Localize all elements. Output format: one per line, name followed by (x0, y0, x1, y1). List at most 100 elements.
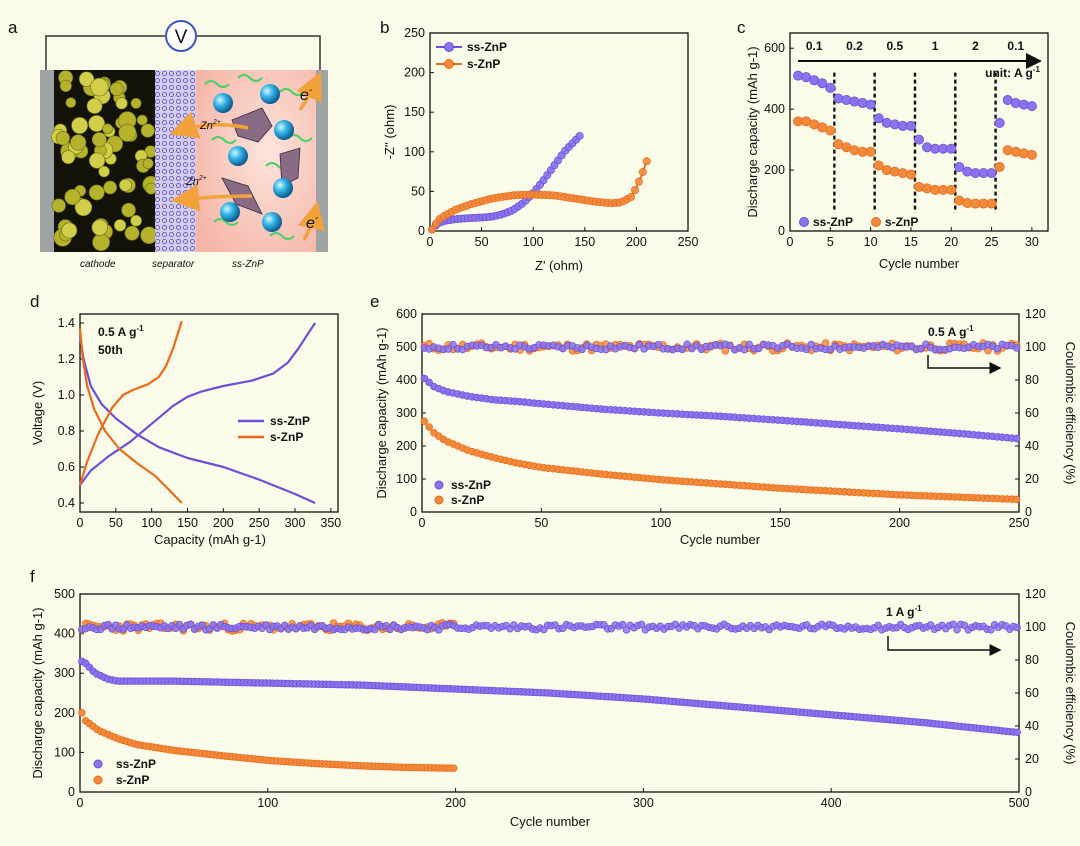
cathode-particle-51 (78, 71, 95, 87)
cathode-particle-35 (64, 188, 81, 206)
y-tick-label-4: 1.2 (58, 352, 75, 366)
rate-label-2: 0.5 (886, 39, 903, 53)
y2-tick-label-6: 120 (1025, 587, 1046, 601)
x-tick-label-3: 300 (633, 796, 654, 810)
y-tick-label-1: 0.6 (58, 460, 75, 474)
curve-ss-znp-charge-d (79, 322, 316, 486)
x-tick-label-5: 250 (249, 516, 270, 530)
external-circuit-wire (45, 35, 321, 72)
data-point-s-znp-c (1010, 146, 1021, 157)
legend-label-s-znp-e: s-ZnP (451, 493, 484, 507)
efficiency-point-ss-znp-e (683, 340, 691, 349)
cathode-particle-54 (61, 222, 78, 239)
legend-label-s-znp-c: s-ZnP (885, 215, 918, 229)
y-tick-label-4: 200 (404, 66, 425, 80)
x-tick-label-1: 100 (257, 796, 278, 810)
y-tick-label-5: 500 (54, 587, 75, 601)
cathode-particle-42 (71, 117, 89, 134)
capacity-point-ss-znp-f (1013, 728, 1021, 737)
y-tick-label-6: 600 (396, 307, 417, 321)
data-point-ss-znp-c (962, 166, 973, 177)
data-point-s-znp-c (946, 184, 957, 195)
y2-tick-label-0: 0 (1025, 505, 1032, 519)
electrolyte-caption: ss-ZnP (232, 259, 264, 270)
data-point-ss-znp-b (575, 131, 584, 140)
legend-marker-s-znp-e (434, 495, 444, 505)
y-axis-label-d: Voltage (V) (30, 381, 45, 445)
data-point-ss-znp-c (849, 96, 860, 107)
data-point-s-znp-c (897, 168, 908, 179)
x-tick-label-0: 0 (419, 516, 426, 530)
x-tick-label-5: 250 (1009, 516, 1030, 530)
x-tick-label-4: 20 (944, 235, 958, 249)
x-tick-label-7: 350 (320, 516, 341, 530)
y-axis-label-f: Discharge capacity (mAh g-1) (30, 607, 45, 778)
zn-ion-label-top: Zn2+ (199, 119, 221, 132)
legend-label-ss-znp-f: ss-ZnP (116, 757, 156, 771)
legend-label-ss-znp-c: ss-ZnP (813, 215, 853, 229)
legend-label-s-znp-f: s-ZnP (116, 773, 149, 787)
rate-labels-c: 0.1 0.2 0.5 1 2 0.1 (806, 39, 1025, 53)
legend-marker-ss-znp-f (93, 759, 103, 769)
annotation-cycle-d: 50th (98, 343, 123, 357)
efficiency-point-ss-znp-e (449, 340, 457, 349)
data-point-s-znp-b (627, 193, 636, 202)
data-point-s-znp-c (986, 198, 997, 209)
y-tick-label-0: 0 (778, 224, 785, 238)
x-tick-label-2: 200 (445, 796, 466, 810)
capacity-point-ss-znp-e (425, 378, 433, 387)
x-tick-label-2: 100 (523, 235, 544, 249)
axis-ticks-c: 0 5 10 15 20 25 30 0 200 400 600 (764, 41, 1039, 249)
axis-ticks-e: 0 50 100 150 200 2500100200300400500600020406… (396, 307, 1046, 530)
cathode-caption: cathode (80, 259, 116, 270)
y2-tick-label-1: 20 (1025, 472, 1039, 486)
data-marks-e (420, 339, 1021, 504)
cathode-particle-0 (98, 165, 110, 178)
panel-c-rate-performance: c 0 5 10 15 20 25 30 0 200 400 600 0.1 0.2 0.5 1 2 0.1 … (737, 18, 1049, 271)
voltmeter-label: V (175, 27, 188, 48)
x-tick-label-0: 0 (77, 796, 84, 810)
legend-marker-ss-znp-e (434, 480, 444, 490)
curve-s-znp-charge-d (78, 320, 183, 486)
data-point-s-znp-c (914, 181, 925, 192)
efficiency-point-ss-znp-e (444, 345, 453, 353)
y2-axis-label-f: Coulombic efficiency (%) (1063, 622, 1078, 765)
rate-label-4: 2 (972, 39, 979, 53)
y-tick-label-3: 300 (396, 406, 417, 420)
cathode-particle-56 (92, 233, 110, 252)
axis-ticks-b: 0 50 100 150 200 250 0 50 100 150 200 250 (404, 26, 698, 249)
axis-ticks-f: 0 100 200 300 400 500010020030040050002040608… (54, 587, 1046, 810)
x-tick-label-3: 150 (574, 235, 595, 249)
cathode-particle-48 (119, 178, 132, 192)
cathode-particle-24 (74, 198, 93, 217)
efficiency-point-ss-znp-e (993, 344, 1002, 353)
legend-marker-s-znp-f (93, 775, 103, 785)
rate-label-5: 0.1 (1007, 39, 1024, 53)
cathode-particle-57 (88, 152, 106, 169)
data-point-ss-znp-c (1010, 98, 1021, 109)
y-tick-label-1: 200 (764, 163, 785, 177)
separator-caption: separator (152, 259, 195, 270)
cathode-particle-47 (118, 123, 137, 142)
capacity-point-s-znp-e (420, 417, 429, 426)
anode-current-collector (316, 70, 328, 252)
x-tick-label-1: 5 (827, 235, 834, 249)
x-tick-label-2: 100 (141, 516, 162, 530)
y-tick-label-2: 200 (396, 439, 417, 453)
legend-label-s-znp-d: s-ZnP (270, 430, 303, 444)
x-tick-label-6: 300 (285, 516, 306, 530)
data-point-ss-znp-c (1026, 101, 1037, 112)
cathode-particle-43 (65, 97, 77, 108)
data-point-ss-znp-c (841, 95, 852, 106)
x-tick-label-1: 50 (475, 235, 489, 249)
y-tick-label-0: 0 (68, 785, 75, 799)
data-marks-f (78, 619, 1021, 772)
data-point-s-znp-c (873, 160, 884, 171)
legend-c: ss-ZnP s-ZnP (799, 215, 918, 229)
x-axis-label-f: Cycle number (510, 814, 591, 829)
y2-tick-label-1: 20 (1025, 752, 1039, 766)
y2-axis-label-e: Coulombic efficiency (%) (1063, 342, 1078, 485)
efficiency-point-ss-znp-e (807, 340, 815, 349)
efficiency-point-ss-znp-f (618, 620, 627, 629)
efficiency-point-ss-znp-e (802, 345, 811, 354)
